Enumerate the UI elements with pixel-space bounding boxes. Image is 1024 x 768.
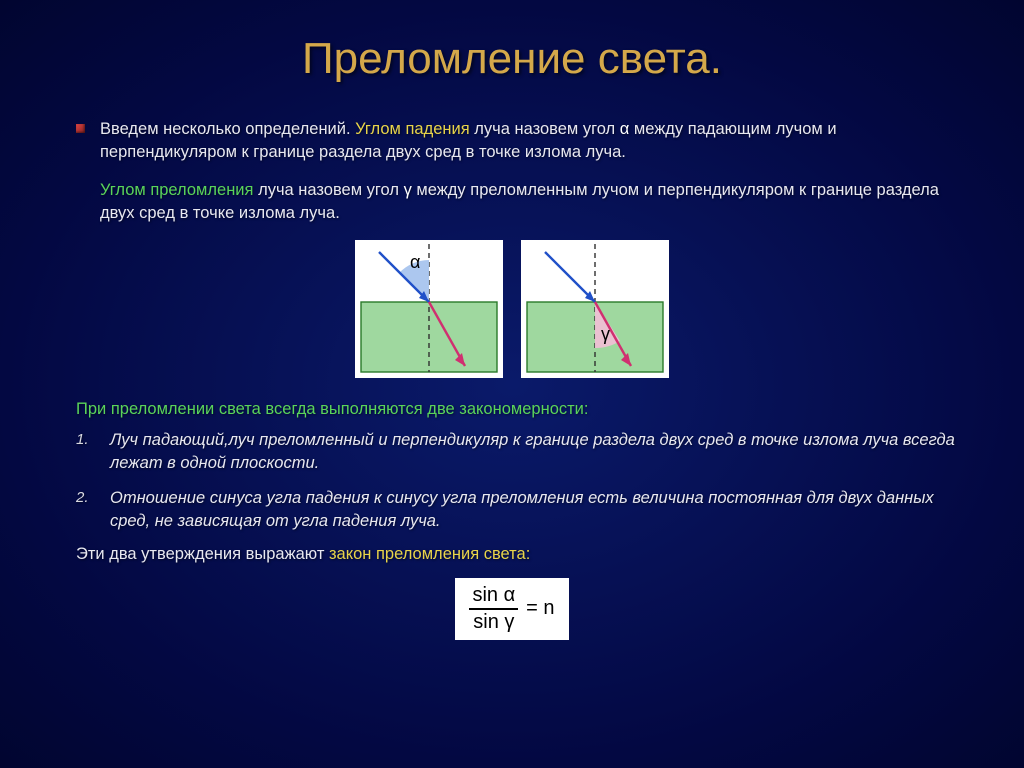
- closing-plain: Эти два утверждения выражают: [76, 545, 329, 563]
- definition-refraction: Углом преломления луча назовем угол γ ме…: [100, 179, 968, 226]
- rule-2-num: 2.: [76, 487, 89, 508]
- rules-list: 1. Луч падающий,луч преломленный и перпе…: [76, 429, 968, 533]
- def1-rest1: луча назовем угол: [474, 120, 620, 138]
- def1-lead: Введем несколько определений.: [100, 120, 355, 138]
- fraction: sin α sin γ: [469, 585, 518, 633]
- symbol-alpha: α: [620, 120, 630, 138]
- rule-1: 1. Луч падающий,луч преломленный и перпе…: [76, 429, 968, 475]
- closing-line: Эти два утверждения выражают закон прело…: [76, 545, 968, 564]
- formula-eq: = n: [526, 597, 554, 620]
- fraction-top: sin α: [469, 585, 518, 606]
- label-alpha: α: [410, 252, 420, 272]
- rule-2: 2. Отношение синуса угла падения к синус…: [76, 487, 968, 533]
- formula-container: sin α sin γ = n: [56, 578, 968, 640]
- term-angle-refraction: Углом преломления: [100, 181, 253, 199]
- diagram-refraction: γ: [521, 240, 669, 378]
- diagram-incidence: α: [355, 240, 503, 378]
- diagram-row: α γ: [56, 240, 968, 378]
- term-angle-incidence: Углом падения: [355, 120, 470, 138]
- label-gamma: γ: [601, 324, 610, 344]
- fraction-bar: [469, 608, 518, 610]
- def2-rest1: луча назовем угол: [258, 181, 404, 199]
- section-heading: При преломлении света всегда выполняются…: [76, 400, 968, 419]
- symbol-gamma: γ: [404, 181, 412, 199]
- closing-highlight: закон преломления света:: [329, 545, 530, 563]
- slide-title: Преломление света.: [56, 34, 968, 84]
- rule-1-text: Луч падающий,луч преломленный и перпенди…: [110, 431, 955, 472]
- fraction-bot: sin γ: [470, 612, 517, 633]
- snell-formula: sin α sin γ = n: [455, 578, 568, 640]
- rule-2-text: Отношение синуса угла падения к синусу у…: [110, 489, 934, 530]
- rule-1-num: 1.: [76, 429, 89, 450]
- definition-incidence: Введем несколько определений. Углом паде…: [100, 118, 968, 165]
